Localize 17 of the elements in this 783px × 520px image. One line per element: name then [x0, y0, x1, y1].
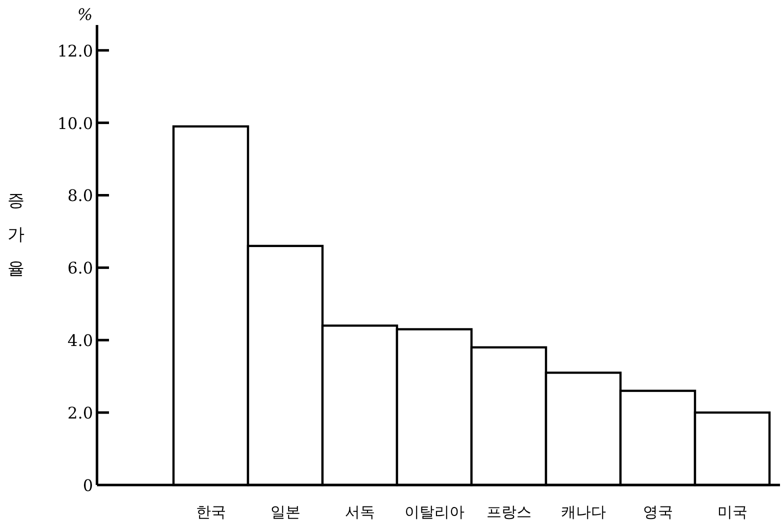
- y-tick-label: 0: [82, 476, 93, 495]
- y-tick-label: 6.0: [68, 258, 93, 278]
- x-tick-label: 서독: [344, 503, 375, 520]
- x-tick-label: 이탈리아: [404, 503, 464, 520]
- y-tick-label: 10.0: [57, 114, 93, 133]
- text: %: [77, 5, 93, 24]
- x-tick-label: 미국: [717, 503, 748, 520]
- y-tick-label: 2.0: [68, 404, 93, 423]
- y-tick-label: 12.0: [57, 41, 93, 60]
- x-tick-label: 프랑스: [486, 503, 532, 520]
- x-tick-label: 일본: [270, 503, 300, 520]
- y-tick-label: 4.0: [68, 331, 93, 350]
- y-tick-label: 8.0: [68, 186, 93, 206]
- x-tick-label: 한국: [196, 503, 226, 520]
- x-tick-label: 캐나다: [560, 503, 606, 520]
- x-tick-label: 영국: [642, 503, 673, 520]
- y-axis-title: 증가율: [8, 191, 24, 279]
